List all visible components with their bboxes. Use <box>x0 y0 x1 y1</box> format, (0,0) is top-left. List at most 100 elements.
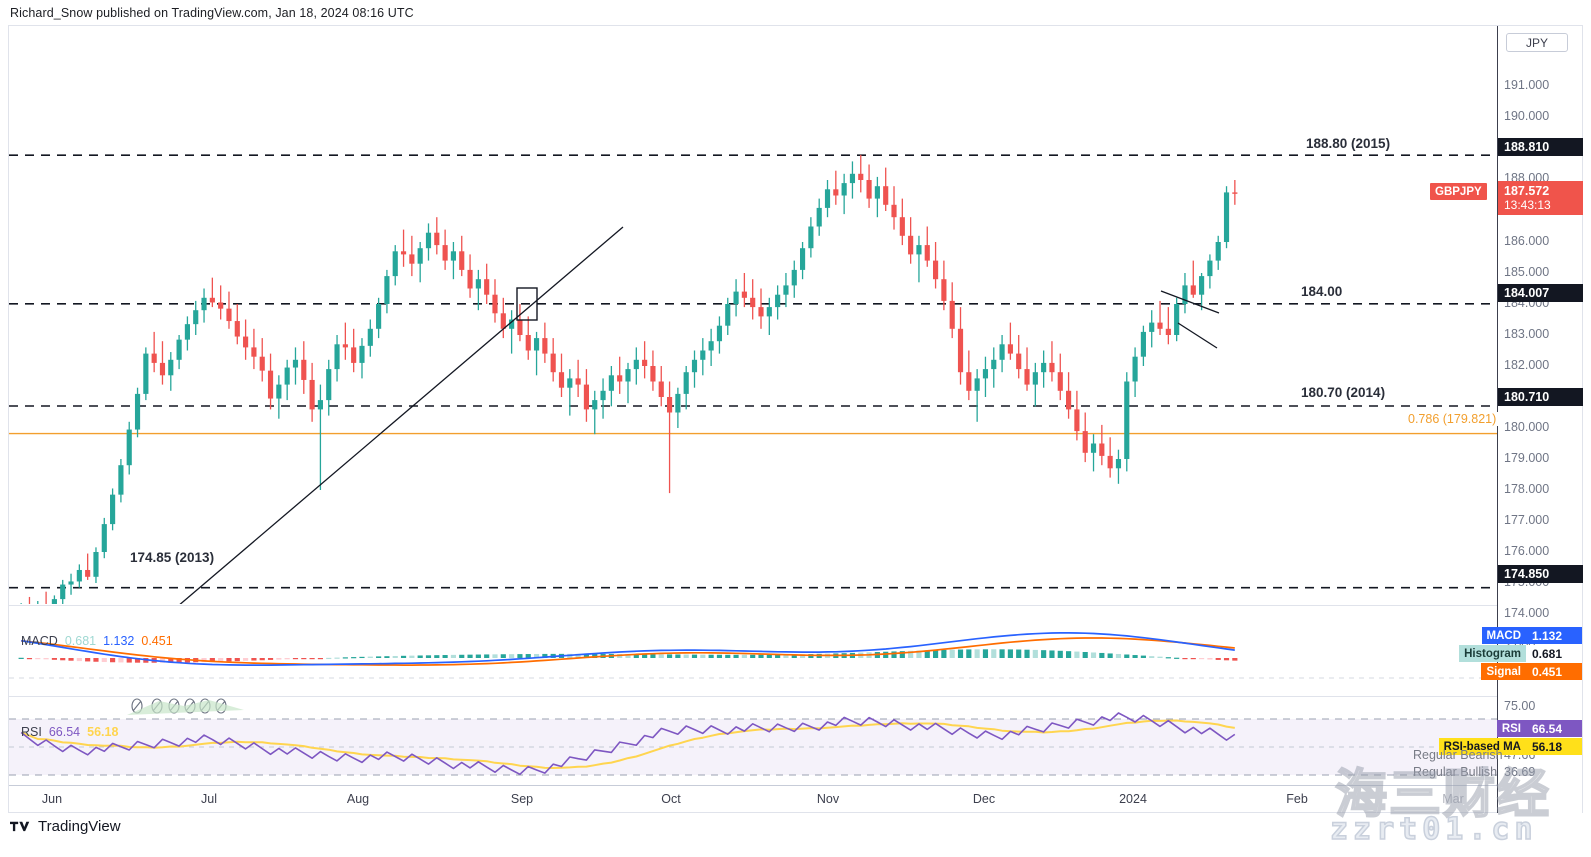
macd-hist-bar <box>484 654 490 658</box>
price-scale[interactable]: JPY 191.000190.000189.000188.000187.0001… <box>1430 26 1583 813</box>
macd-scale-tag: Signal 0.451 <box>1481 663 1582 680</box>
candle-body <box>110 494 116 525</box>
rsi-divergence-slash <box>132 700 142 712</box>
candle-body <box>1057 372 1063 391</box>
candle-body <box>442 245 448 261</box>
candle-body <box>101 524 107 552</box>
macd-hist-bar <box>1165 657 1171 659</box>
macd-hist-bar <box>492 654 498 658</box>
candle-body <box>201 297 207 311</box>
macd-hist-bar <box>442 655 448 658</box>
candle-body <box>459 251 465 270</box>
candle-body <box>434 232 440 246</box>
macd-signal-value: 0.451 <box>141 634 173 648</box>
price-scale-tick: 182.000 <box>1504 358 1550 372</box>
macd-pane[interactable] <box>9 605 1499 695</box>
candle-body <box>60 584 66 600</box>
flag-lower <box>1177 322 1218 349</box>
macd-hist-bar <box>400 655 407 658</box>
candle-body <box>642 359 648 366</box>
candle-body <box>475 279 481 289</box>
macd-hist-bar <box>201 658 207 663</box>
candle-body <box>583 384 590 410</box>
price-pane[interactable] <box>9 26 1499 604</box>
candle-body <box>982 369 989 379</box>
rsi-value: 66.54 <box>48 725 81 739</box>
session-countdown: 13:43:13 <box>1504 198 1551 213</box>
rsi-legend[interactable]: RSI 66.54 56.18 <box>21 725 118 739</box>
macd-hist-bar <box>26 658 33 660</box>
candle-body <box>76 569 82 582</box>
macd-hist-bar <box>409 655 415 658</box>
candle-body <box>1115 459 1122 469</box>
macd-hist-bar <box>259 658 265 661</box>
candle-body <box>874 186 880 199</box>
level-label-174: 174.85 (2013) <box>126 550 219 565</box>
price-scale-tick: 191.000 <box>1504 78 1550 92</box>
macd-hist-bar <box>209 658 215 662</box>
macd-hist-bar <box>575 653 581 658</box>
candle-body <box>1190 285 1196 295</box>
macd-hist-bar <box>974 649 980 658</box>
candle-body <box>608 375 614 391</box>
candle-body <box>1049 362 1055 373</box>
macd-hist-bar <box>267 658 274 660</box>
time-axis-label: Mar <box>1442 792 1464 806</box>
candle-body <box>658 381 664 397</box>
macd-hist-bar <box>218 658 224 662</box>
macd-hist-bar <box>317 658 323 660</box>
candle-body <box>1024 369 1030 385</box>
candle-body <box>292 359 299 368</box>
candle-body <box>708 341 714 351</box>
candle-body <box>592 400 598 410</box>
macd-hist-bar <box>733 654 739 658</box>
candle-body <box>908 235 914 255</box>
candle-body <box>991 359 997 370</box>
candle-body <box>941 279 947 301</box>
macd-hist-bar <box>101 658 107 663</box>
macd-hist-bar <box>691 654 698 658</box>
candle-body <box>933 260 939 280</box>
currency-chip[interactable]: JPY <box>1506 33 1568 52</box>
macd-hist-bar <box>1032 649 1038 658</box>
candle-body <box>799 248 806 270</box>
time-axis[interactable]: Jun Jul Aug Sep Oct Nov Dec 2024 Feb Mar <box>9 785 1499 813</box>
candle-body <box>1016 353 1022 370</box>
candle-body <box>1099 443 1105 456</box>
candle-body <box>558 372 565 388</box>
macd-hist-bar <box>982 649 989 658</box>
candle-body <box>741 291 747 298</box>
macd-scale-tag-value: 1.132 <box>1526 627 1582 644</box>
candle-body <box>1157 322 1163 329</box>
macd-hist-bar <box>1223 658 1230 661</box>
candle-body <box>400 251 407 255</box>
macd-hist-bar <box>991 649 997 658</box>
macd-legend[interactable]: MACD 0.681 1.132 0.451 <box>21 634 173 648</box>
candle-body <box>1207 260 1213 277</box>
macd-hist-bar <box>1049 650 1055 658</box>
candle-body <box>841 183 847 196</box>
macd-hist-bar <box>1174 657 1180 659</box>
macd-hist-bar <box>459 654 465 658</box>
candle-body <box>1174 304 1180 335</box>
candle-body <box>1124 381 1130 459</box>
macd-hist-bar <box>758 654 764 658</box>
candle-body <box>134 393 141 430</box>
macd-hist-bar <box>525 654 531 658</box>
macd-hist-value: 0.681 <box>64 634 97 648</box>
candle-body <box>816 207 822 227</box>
candle-body <box>858 173 864 180</box>
time-axis-label: Oct <box>661 792 681 806</box>
last-price-badge: 187.572 13:43:13 <box>1498 181 1583 215</box>
rsi-scale-tag-label: RSI <box>1496 720 1526 737</box>
candle-body <box>600 390 606 401</box>
macd-hist-bar <box>243 658 249 661</box>
macd-hist-bar <box>1199 658 1205 660</box>
rsi-scale-tick: 36.69 <box>1504 765 1536 779</box>
candle-body <box>575 378 581 385</box>
candle-body <box>683 372 689 394</box>
candle-body <box>417 248 423 264</box>
candle-body <box>317 400 323 410</box>
rsi-pane[interactable] <box>9 696 1499 784</box>
macd-scale-tag-label: Histogram <box>1459 645 1526 662</box>
